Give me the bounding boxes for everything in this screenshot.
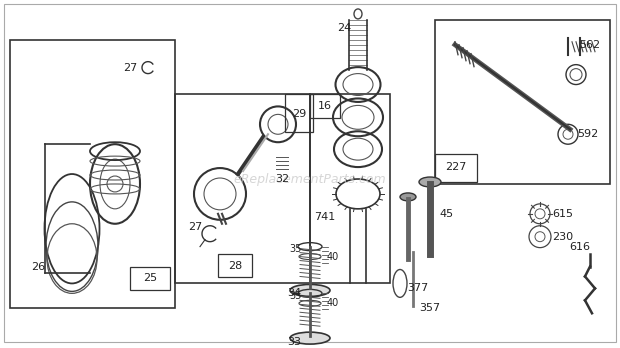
Text: 24: 24 xyxy=(337,23,351,33)
Text: 35: 35 xyxy=(289,291,301,301)
Text: 25: 25 xyxy=(143,274,157,284)
Bar xyxy=(435,154,477,182)
Bar xyxy=(285,94,313,132)
Text: 227: 227 xyxy=(445,162,467,172)
Ellipse shape xyxy=(400,193,416,201)
Bar xyxy=(310,94,390,283)
Text: 616: 616 xyxy=(570,242,590,252)
Text: 40: 40 xyxy=(327,298,339,308)
Text: eReplacementParts.com: eReplacementParts.com xyxy=(234,173,386,185)
Text: 377: 377 xyxy=(407,283,428,293)
Text: 26: 26 xyxy=(31,261,45,271)
Text: 592: 592 xyxy=(577,129,599,139)
Ellipse shape xyxy=(290,332,330,344)
Bar xyxy=(10,40,175,308)
Bar xyxy=(218,254,252,277)
Bar xyxy=(130,267,170,290)
Text: 40: 40 xyxy=(327,252,339,262)
Text: 27: 27 xyxy=(188,222,202,232)
Bar xyxy=(435,20,610,184)
Text: 29: 29 xyxy=(292,109,306,119)
Text: 741: 741 xyxy=(314,212,335,222)
Text: 28: 28 xyxy=(228,261,242,270)
Text: 615: 615 xyxy=(552,209,574,219)
Text: 230: 230 xyxy=(552,232,574,242)
Text: 16: 16 xyxy=(318,101,332,111)
Text: 45: 45 xyxy=(439,209,453,219)
Text: 32: 32 xyxy=(275,174,289,184)
Text: 33: 33 xyxy=(287,337,301,347)
Text: 357: 357 xyxy=(420,303,441,313)
Text: 27: 27 xyxy=(123,63,137,73)
Text: 35: 35 xyxy=(289,244,301,254)
Bar xyxy=(310,94,340,118)
Bar xyxy=(175,94,310,283)
Text: 34: 34 xyxy=(287,288,301,298)
Text: 562: 562 xyxy=(580,40,601,50)
Ellipse shape xyxy=(419,177,441,187)
Ellipse shape xyxy=(290,284,330,296)
